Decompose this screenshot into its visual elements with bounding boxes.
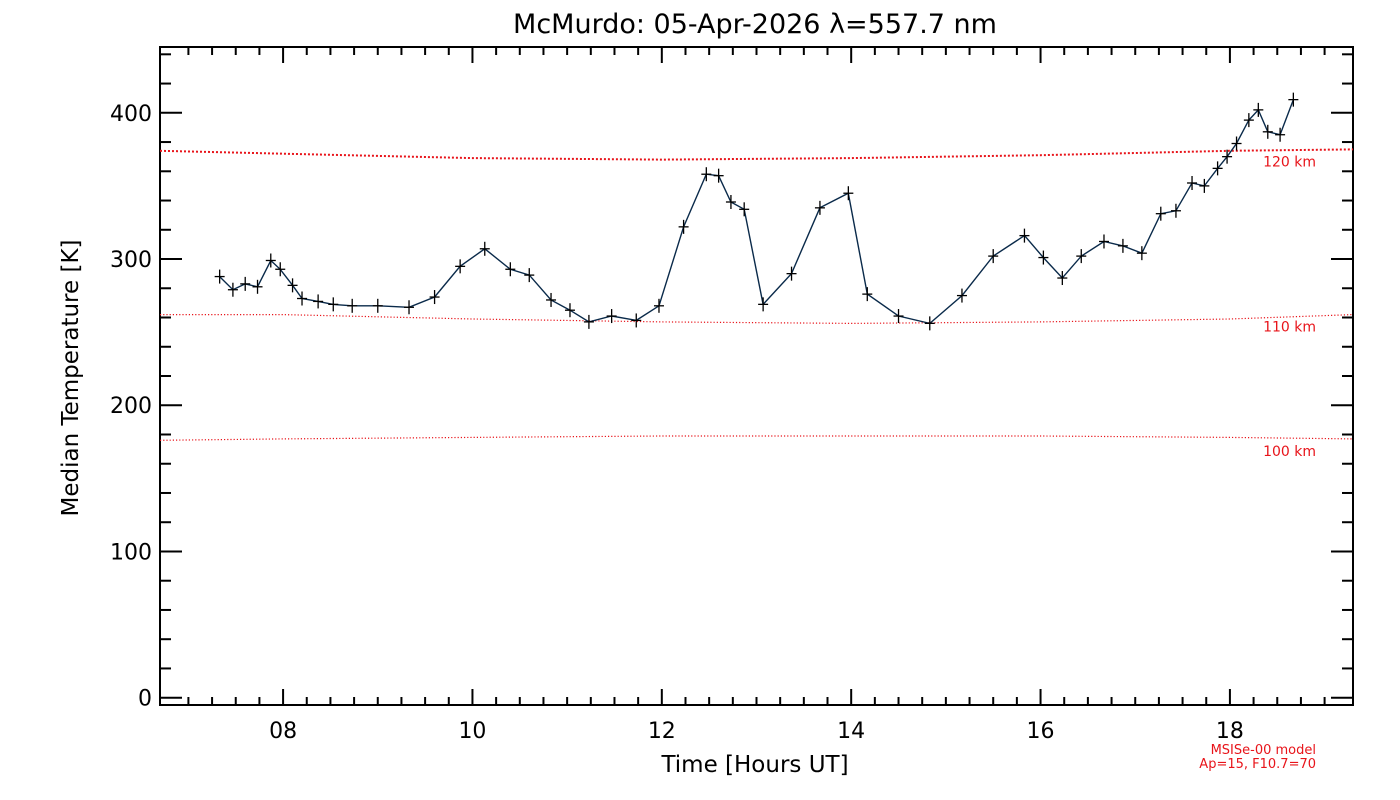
data-point: [1155, 206, 1166, 221]
model-curve-label: 110 km: [1263, 320, 1316, 336]
y-tick-label: 200: [110, 394, 152, 419]
model-curves: [159, 148, 1354, 441]
data-point: [758, 297, 769, 312]
y-axis-label: Median Temperature [K]: [58, 240, 84, 517]
data-point: [1288, 92, 1299, 107]
x-tick-label: 14: [837, 719, 865, 744]
data-point: [862, 287, 873, 302]
data-point: [814, 200, 825, 215]
data-point: [1136, 246, 1147, 261]
data-point: [479, 241, 490, 256]
data-point: [1098, 234, 1109, 249]
data-point: [725, 194, 736, 209]
data-point: [1231, 136, 1242, 151]
data-point: [1199, 178, 1210, 193]
data-point: [713, 168, 724, 183]
data-point: [1170, 203, 1181, 218]
data-point: [1262, 124, 1273, 139]
data-point: [631, 313, 642, 328]
model-curve-label: 120 km: [1263, 154, 1316, 170]
data-point: [404, 300, 415, 315]
data-point: [678, 219, 689, 234]
data-point: [546, 292, 557, 307]
data-point: [1212, 161, 1223, 176]
y-tick-label: 400: [110, 102, 152, 127]
data-point: [893, 309, 904, 324]
series-line: [219, 99, 1295, 325]
model-note-line-1: MSISe-00 model: [1211, 743, 1316, 758]
model-curve-line: [159, 435, 1354, 441]
model-curve-line: [160, 314, 1354, 325]
data-point: [328, 297, 339, 312]
data-point: [739, 202, 750, 217]
data-point: [1057, 271, 1068, 286]
model-curve-labels: 120 km 110 km 100 km: [1263, 154, 1316, 460]
data-point: [606, 309, 617, 324]
data-point: [429, 290, 440, 305]
data-point: [583, 314, 594, 329]
axis-ticks: 08 10 12 14 16 18 0 100 200 300 400: [110, 47, 1353, 744]
data-point: [564, 303, 575, 318]
data-point: [988, 249, 999, 264]
data-point: [1275, 127, 1286, 142]
data-point: [252, 279, 263, 294]
x-tick-label: 18: [1216, 719, 1244, 744]
data-point: [843, 186, 854, 201]
data-point: [1187, 175, 1198, 190]
model-curve-label: 100 km: [1263, 444, 1316, 460]
data-point: [924, 316, 935, 331]
plot-frame: [159, 46, 1354, 706]
data-point: [1076, 249, 1087, 264]
y-tick-label: 0: [138, 687, 152, 712]
data-point: [1117, 238, 1128, 253]
data-point: [227, 282, 238, 297]
x-tick-label: 10: [458, 719, 486, 744]
data-point: [1243, 113, 1254, 128]
x-tick-label: 08: [269, 719, 297, 744]
data-point: [297, 291, 308, 306]
x-tick-label: 12: [648, 719, 676, 744]
temperature-series: [214, 92, 1299, 331]
chart-title: McMurdo: 05-Apr-2026 λ=557.7 nm: [513, 9, 997, 40]
x-axis-label: Time [Hours UT]: [660, 752, 848, 778]
data-point: [240, 276, 251, 291]
data-point: [265, 253, 276, 268]
data-point: [956, 288, 967, 303]
y-tick-label: 300: [110, 248, 152, 273]
data-point: [455, 259, 466, 274]
data-point: [347, 298, 358, 313]
data-point: [287, 278, 298, 293]
data-point: [1019, 228, 1030, 243]
data-point: [275, 262, 286, 277]
data-point: [524, 268, 535, 283]
model-curve-line: [159, 148, 1354, 161]
data-point: [786, 266, 797, 281]
data-point: [372, 298, 383, 313]
data-point: [1038, 250, 1049, 265]
data-point: [214, 269, 225, 284]
data-point: [313, 294, 324, 309]
y-tick-label: 100: [110, 540, 152, 565]
model-note-line-2: Ap=15, F10.7=70: [1199, 757, 1316, 772]
data-point: [653, 298, 664, 313]
data-point: [1253, 102, 1264, 117]
data-point: [1222, 149, 1233, 164]
data-point: [701, 167, 712, 182]
x-tick-label: 16: [1027, 719, 1055, 744]
data-point: [505, 262, 516, 277]
